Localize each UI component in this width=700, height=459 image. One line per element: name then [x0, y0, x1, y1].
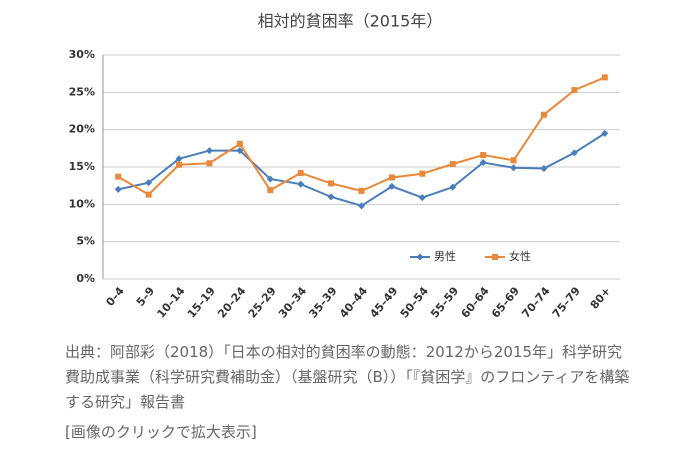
y-tick-label: 15%	[69, 160, 95, 173]
x-tick-label: 75–79	[550, 285, 583, 321]
y-tick-label: 10%	[69, 197, 95, 210]
marker	[388, 182, 396, 190]
marker	[480, 152, 487, 159]
marker	[418, 194, 426, 202]
x-tick-label: 30–34	[276, 284, 309, 320]
caption: 出典：阿部彩（2018）「日本の相対的貧困率の動態：2012から2015年」科学…	[65, 343, 630, 411]
marker	[601, 129, 609, 137]
marker	[206, 160, 213, 167]
series-line	[117, 76, 606, 196]
marker	[416, 253, 424, 261]
x-tick-label: 40–44	[337, 284, 370, 320]
series-line	[117, 132, 606, 207]
marker	[510, 164, 518, 172]
marker	[540, 111, 547, 118]
marker	[115, 173, 122, 180]
marker	[492, 254, 498, 260]
marker	[540, 164, 548, 172]
marker	[175, 155, 183, 163]
marker	[236, 140, 243, 147]
marker	[327, 193, 335, 201]
y-tick-label: 30%	[69, 48, 95, 61]
x-tick-label: 20–24	[215, 284, 248, 320]
x-tick-label: 10–14	[154, 284, 187, 320]
chart: 相対的貧困率（2015年） 0%5%10%15%20%25%30%0–4 5–91…	[69, 12, 620, 321]
marker	[449, 183, 457, 191]
marker	[328, 180, 335, 187]
x-tick-label: 50–54	[398, 284, 431, 320]
x-tick-label: 65–69	[489, 285, 522, 321]
marker	[601, 74, 608, 81]
marker	[449, 161, 456, 168]
enlarge-link[interactable]: [画像のクリックで拡大表示]	[65, 423, 257, 441]
x-tick-label: 80+	[588, 285, 614, 312]
marker	[266, 175, 274, 183]
marker	[419, 170, 426, 177]
marker	[510, 157, 517, 164]
marker	[479, 159, 487, 167]
marker	[205, 147, 213, 155]
y-tick-label: 20%	[69, 123, 95, 136]
legend-label: 女性	[509, 249, 531, 263]
legend-label: 男性	[434, 249, 456, 263]
marker	[297, 180, 305, 188]
x-tick-label: 60–64	[459, 284, 492, 320]
x-tick-label: 35–39	[307, 285, 340, 321]
x-tick-label: 55–59	[428, 285, 461, 321]
x-tick-label: 70–74	[519, 284, 552, 320]
marker	[176, 161, 183, 168]
x-tick-label: 5–9	[134, 285, 157, 309]
marker	[388, 174, 395, 181]
x-tick-label: 15–19	[185, 285, 218, 321]
marker	[145, 191, 152, 198]
marker	[570, 149, 578, 157]
y-tick-label: 5%	[76, 235, 95, 248]
x-tick-label: 45–49	[367, 285, 400, 321]
marker	[358, 187, 365, 194]
chart-title: 相対的貧困率（2015年）	[258, 12, 443, 31]
marker	[571, 87, 578, 94]
marker	[145, 179, 153, 187]
marker	[267, 187, 274, 194]
marker	[297, 169, 304, 176]
x-tick-label: 25–29	[246, 285, 279, 321]
marker	[358, 202, 365, 210]
marker	[114, 185, 122, 193]
marker	[236, 147, 244, 155]
y-tick-label: 25%	[69, 85, 95, 98]
y-tick-label: 0%	[76, 272, 95, 285]
x-tick-label: 0–4	[103, 284, 127, 309]
